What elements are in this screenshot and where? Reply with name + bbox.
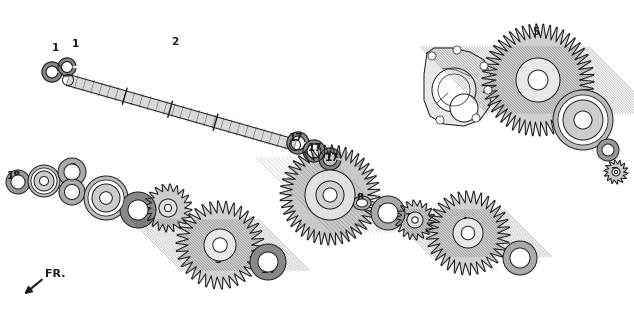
Circle shape bbox=[510, 248, 530, 268]
Circle shape bbox=[64, 164, 80, 180]
Circle shape bbox=[553, 90, 613, 150]
Ellipse shape bbox=[353, 196, 371, 210]
Circle shape bbox=[371, 196, 405, 230]
Circle shape bbox=[88, 180, 124, 216]
Text: 1: 1 bbox=[51, 43, 58, 53]
Circle shape bbox=[436, 116, 444, 124]
Circle shape bbox=[480, 62, 488, 70]
Circle shape bbox=[100, 192, 112, 204]
Circle shape bbox=[204, 229, 236, 261]
Circle shape bbox=[128, 200, 148, 220]
Circle shape bbox=[472, 114, 480, 122]
Text: 14: 14 bbox=[261, 265, 275, 275]
Circle shape bbox=[412, 217, 418, 223]
Circle shape bbox=[516, 58, 560, 102]
Circle shape bbox=[450, 94, 478, 122]
Polygon shape bbox=[58, 58, 76, 76]
Circle shape bbox=[34, 171, 54, 191]
Text: 9: 9 bbox=[70, 185, 77, 195]
Circle shape bbox=[407, 212, 423, 228]
Circle shape bbox=[453, 218, 483, 248]
Polygon shape bbox=[424, 48, 492, 126]
Polygon shape bbox=[426, 191, 510, 275]
Polygon shape bbox=[67, 75, 297, 150]
Polygon shape bbox=[144, 184, 192, 232]
Polygon shape bbox=[303, 140, 325, 162]
Circle shape bbox=[462, 226, 475, 240]
Circle shape bbox=[614, 170, 618, 173]
Text: 4: 4 bbox=[460, 217, 468, 227]
Polygon shape bbox=[482, 24, 594, 136]
Text: 7: 7 bbox=[611, 167, 618, 177]
Circle shape bbox=[58, 158, 86, 186]
Text: 8: 8 bbox=[356, 193, 364, 203]
Circle shape bbox=[484, 86, 492, 94]
Circle shape bbox=[612, 168, 620, 176]
Polygon shape bbox=[287, 132, 309, 154]
Circle shape bbox=[316, 181, 344, 209]
Text: 15: 15 bbox=[513, 257, 527, 267]
Text: FR.: FR. bbox=[45, 269, 65, 279]
Circle shape bbox=[574, 111, 592, 129]
Text: 15: 15 bbox=[378, 205, 392, 215]
Text: 10: 10 bbox=[35, 175, 49, 185]
Polygon shape bbox=[176, 201, 264, 289]
Text: 17: 17 bbox=[288, 133, 303, 143]
Circle shape bbox=[503, 241, 537, 275]
Polygon shape bbox=[280, 145, 380, 245]
Circle shape bbox=[28, 165, 60, 197]
Circle shape bbox=[432, 68, 476, 112]
Ellipse shape bbox=[356, 199, 368, 207]
Circle shape bbox=[528, 70, 548, 90]
Text: 11: 11 bbox=[103, 193, 117, 203]
Circle shape bbox=[159, 199, 177, 217]
Text: 3: 3 bbox=[214, 255, 222, 265]
Circle shape bbox=[323, 188, 337, 202]
Circle shape bbox=[378, 203, 398, 223]
Circle shape bbox=[39, 177, 48, 186]
Circle shape bbox=[453, 46, 461, 54]
Circle shape bbox=[59, 179, 85, 205]
Polygon shape bbox=[395, 200, 435, 240]
Polygon shape bbox=[319, 148, 341, 170]
Circle shape bbox=[558, 95, 608, 145]
Text: 1: 1 bbox=[72, 39, 79, 49]
Circle shape bbox=[11, 175, 25, 189]
Circle shape bbox=[597, 139, 619, 161]
Circle shape bbox=[65, 185, 79, 199]
Text: 14: 14 bbox=[131, 207, 145, 217]
Text: 13: 13 bbox=[158, 205, 172, 215]
Text: 9: 9 bbox=[70, 163, 77, 173]
Text: 5: 5 bbox=[533, 27, 540, 37]
Text: 17: 17 bbox=[325, 153, 339, 163]
Circle shape bbox=[602, 144, 614, 156]
Text: 12: 12 bbox=[568, 107, 582, 117]
Circle shape bbox=[250, 244, 286, 280]
Circle shape bbox=[213, 238, 227, 252]
Text: 17: 17 bbox=[307, 143, 322, 153]
Circle shape bbox=[92, 184, 120, 212]
Circle shape bbox=[31, 168, 57, 194]
Text: 2: 2 bbox=[171, 37, 179, 47]
Text: 18: 18 bbox=[7, 171, 22, 181]
Polygon shape bbox=[42, 62, 61, 82]
Polygon shape bbox=[604, 160, 628, 184]
Circle shape bbox=[428, 52, 436, 60]
Circle shape bbox=[563, 100, 603, 140]
Circle shape bbox=[164, 204, 172, 212]
Circle shape bbox=[258, 252, 278, 272]
Circle shape bbox=[305, 170, 355, 220]
Circle shape bbox=[6, 170, 30, 194]
Text: 6: 6 bbox=[604, 147, 611, 157]
Circle shape bbox=[120, 192, 156, 228]
Text: 16: 16 bbox=[404, 213, 419, 223]
Circle shape bbox=[84, 176, 128, 220]
